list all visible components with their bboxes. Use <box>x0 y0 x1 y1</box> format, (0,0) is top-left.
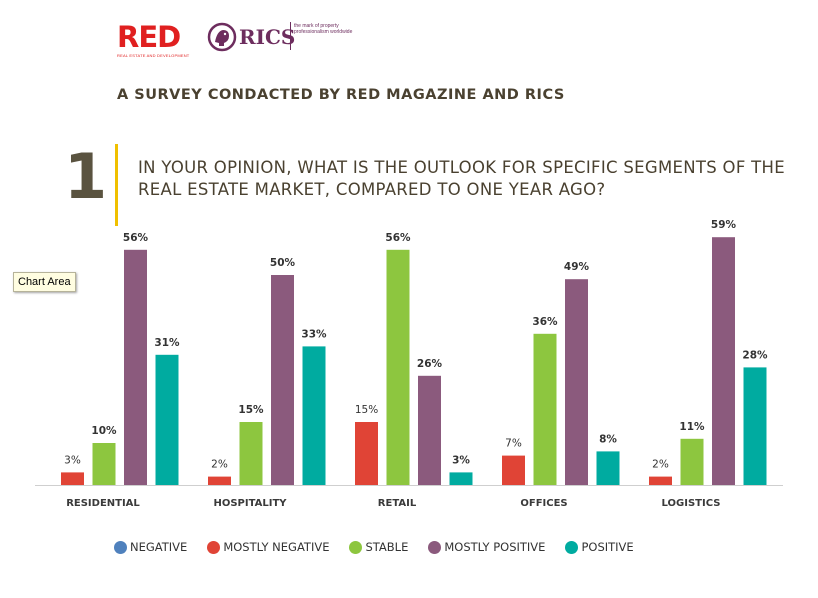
data-label-hospitality-mostly-negative: 2% <box>211 459 228 471</box>
bar-logistics-positive[interactable] <box>743 367 767 485</box>
bar-logistics-mostly-negative[interactable] <box>649 476 672 485</box>
bar-offices-positive[interactable] <box>596 451 620 485</box>
bar-logistics-stable[interactable] <box>680 438 704 485</box>
data-label-residential-stable: 10% <box>91 425 117 437</box>
legend-label-negative: NEGATIVE <box>130 540 188 554</box>
data-label-logistics-mostly-positive: 59% <box>711 219 737 231</box>
bar-retail-positive[interactable] <box>449 472 473 485</box>
chart-area-tooltip: Chart Area <box>13 272 76 292</box>
legend-swatch-positive <box>565 540 579 554</box>
bar-retail-stable[interactable] <box>386 249 410 485</box>
legend-swatch-mostly-negative <box>207 540 221 554</box>
category-label-retail: RETAIL <box>378 498 417 509</box>
data-label-residential-mostly-negative: 3% <box>64 454 81 466</box>
data-label-hospitality-mostly-positive: 50% <box>270 257 296 269</box>
question-number: 1 <box>64 140 108 213</box>
data-label-offices-stable: 36% <box>532 316 558 328</box>
bar-offices-mostly-positive[interactable] <box>565 279 588 485</box>
data-label-retail-positive: 3% <box>452 454 470 466</box>
data-label-logistics-positive: 28% <box>742 349 768 361</box>
question-text: IN YOUR OPINION, WHAT IS THE OUTLOOK FOR… <box>138 158 785 199</box>
bar-hospitality-mostly-negative[interactable] <box>208 476 231 485</box>
survey-title: A SURVEY CONDACTED BY RED MAGAZINE AND R… <box>117 87 565 103</box>
bar-logistics-mostly-positive[interactable] <box>712 237 735 485</box>
data-label-hospitality-positive: 33% <box>301 328 327 340</box>
category-labels-group: RESIDENTIAL HOSPITALITY RETAIL OFFICES LOGIS… <box>66 498 720 509</box>
red-logo-subtitle: REAL ESTATE AND DEVELOPMENT <box>117 53 190 58</box>
legend-label-positive: POSITIVE <box>581 540 634 554</box>
data-label-offices-mostly-positive: 49% <box>564 261 590 273</box>
legend-item-positive[interactable]: POSITIVE <box>565 540 634 554</box>
legend-item-mostly-positive[interactable]: MOSTLY POSITIVE <box>428 540 545 554</box>
legend-swatch-stable <box>349 540 363 554</box>
red-magazine-logo: RED REAL ESTATE AND DEVELOPMENT <box>117 20 190 58</box>
legend-label-stable: STABLE <box>365 540 409 554</box>
bar-retail-mostly-negative[interactable] <box>355 422 378 485</box>
legend-item-mostly-negative[interactable]: MOSTLY NEGATIVE <box>207 540 329 554</box>
rics-logo-divider <box>290 22 291 50</box>
legend-item-stable[interactable]: STABLE <box>349 540 408 554</box>
bars-group <box>61 237 767 485</box>
data-label-retail-mostly-negative: 15% <box>355 404 378 416</box>
category-label-offices: OFFICES <box>520 498 567 509</box>
category-label-residential: RESIDENTIAL <box>66 498 140 509</box>
bar-residential-mostly-positive[interactable] <box>124 249 147 485</box>
bar-retail-mostly-positive[interactable] <box>418 375 441 485</box>
data-label-offices-mostly-negative: 7% <box>505 438 522 450</box>
bar-offices-mostly-negative[interactable] <box>502 455 525 485</box>
data-label-logistics-mostly-negative: 2% <box>652 459 669 471</box>
legend-swatch-negative <box>114 540 127 554</box>
data-label-residential-positive: 31% <box>154 337 180 349</box>
bar-hospitality-mostly-positive[interactable] <box>271 275 294 485</box>
bar-residential-mostly-negative[interactable] <box>61 472 84 485</box>
rics-lion-icon <box>207 22 237 52</box>
bar-hospitality-positive[interactable] <box>302 346 326 485</box>
bar-residential-stable[interactable] <box>92 443 116 485</box>
rics-logo-tagline: the mark of property professionalism wor… <box>294 23 353 35</box>
data-label-offices-positive: 8% <box>599 433 617 445</box>
bar-offices-stable[interactable] <box>533 333 557 485</box>
rics-logo: RICS the mark of property professionalis… <box>207 20 352 54</box>
category-label-hospitality: HOSPITALITY <box>213 498 287 509</box>
legend-label-mostly-positive: MOSTLY POSITIVE <box>444 540 546 554</box>
legend-item-negative[interactable]: NEGATIVE <box>114 540 187 554</box>
data-label-retail-mostly-positive: 26% <box>417 358 443 370</box>
category-label-logistics: LOGISTICS <box>662 498 721 509</box>
data-label-hospitality-stable: 15% <box>238 404 264 416</box>
value-labels-group: 3% 10% 56% 31% 2% 15% 50% 33% 15% 56% 26% 3% 7% 36% 49… <box>64 219 768 470</box>
data-label-logistics-stable: 11% <box>679 421 705 433</box>
question-accent-bar <box>115 144 118 226</box>
data-label-residential-mostly-positive: 56% <box>123 232 149 244</box>
legend-label-mostly-negative: MOSTLY NEGATIVE <box>223 540 330 554</box>
chart-legend: NEGATIVE MOSTLY NEGATIVE STABLE MOSTLY POSI… <box>114 540 654 554</box>
rics-logo-name: RICS <box>239 25 296 49</box>
bar-residential-positive[interactable] <box>155 354 179 485</box>
data-label-retail-stable: 56% <box>385 232 411 244</box>
bar-hospitality-stable[interactable] <box>239 422 263 485</box>
red-logo-text: RED <box>117 20 181 54</box>
legend-swatch-mostly-positive <box>428 540 442 554</box>
